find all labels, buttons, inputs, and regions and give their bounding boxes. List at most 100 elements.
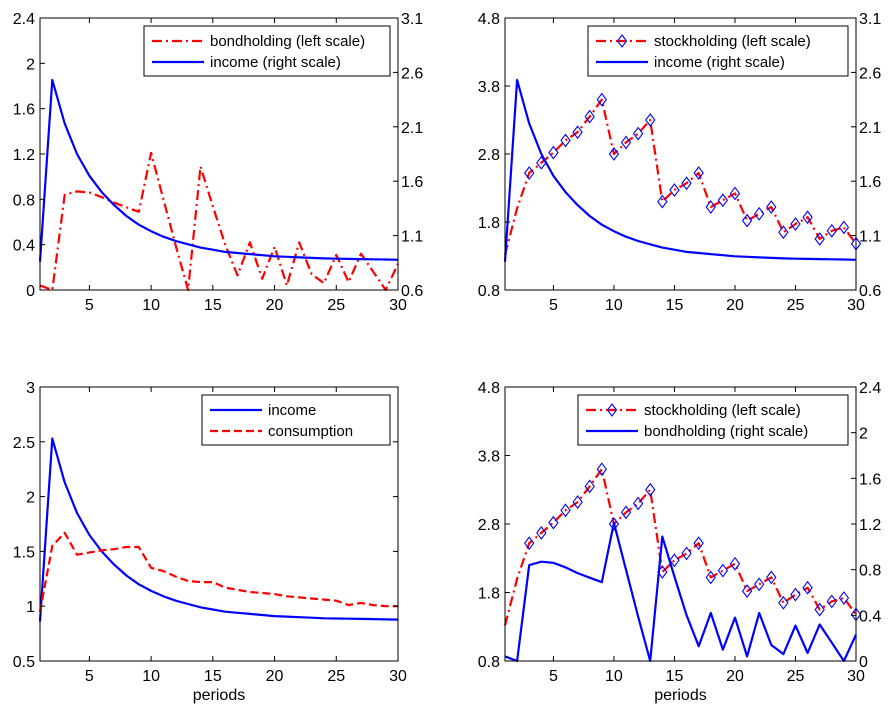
y-left-tick-label: 0.5 <box>13 654 35 671</box>
x-tick-label: 5 <box>549 297 558 314</box>
legend-label: income <box>268 402 316 419</box>
y-left-tick-label: 1.8 <box>478 586 500 603</box>
data-marker <box>536 525 547 540</box>
y-right-tick-label: 0 <box>859 654 868 671</box>
data-marker <box>741 584 753 599</box>
y-left-tick-label: 0 <box>26 283 35 300</box>
y-right-tick-label: 2 <box>859 426 868 443</box>
legend-label: bondholding (right scale) <box>644 423 808 440</box>
data-marker <box>681 546 692 561</box>
y-right-tick-label: 1.2 <box>859 517 881 534</box>
y-left-tick-label: 3.8 <box>478 449 500 466</box>
series-line-1 <box>503 468 857 626</box>
series-line-1 <box>38 437 399 622</box>
x-tick-label: 25 <box>787 297 805 314</box>
data-marker <box>766 200 777 214</box>
data-marker <box>584 479 595 494</box>
data-marker <box>632 496 644 511</box>
data-marker <box>693 166 704 180</box>
data-marker <box>681 176 692 191</box>
y-right-tick-label: 2.1 <box>401 120 423 137</box>
x-tick-label: 25 <box>327 668 345 685</box>
y-right-tick-label: 1.1 <box>401 229 423 246</box>
y-right-tick-label: 1.6 <box>859 471 881 488</box>
x-tick-label: 10 <box>142 668 160 685</box>
legend-label: bondholding (left scale) <box>210 33 365 50</box>
data-marker <box>790 587 801 602</box>
data-marker <box>669 553 680 568</box>
x-tick-label: 10 <box>605 297 623 314</box>
y-left-tick-label: 2.4 <box>13 11 35 28</box>
data-marker <box>657 194 668 209</box>
legend-box <box>577 394 849 446</box>
data-marker <box>560 133 571 148</box>
series-line-1 <box>503 98 857 255</box>
y-left-tick-label: 2 <box>26 490 35 507</box>
data-marker <box>814 232 825 246</box>
data-marker <box>741 213 753 228</box>
x-tick-label: 30 <box>847 668 865 685</box>
data-marker <box>717 193 729 208</box>
data-marker <box>608 517 620 531</box>
data-marker <box>778 595 789 610</box>
y-left-tick-label: 2.8 <box>478 147 500 164</box>
y-left-tick-label: 1 <box>26 599 35 616</box>
y-left-tick-label: 2.5 <box>13 435 35 452</box>
x-tick-label: 20 <box>726 668 744 685</box>
y-right-tick-label: 2.6 <box>859 65 881 82</box>
data-marker <box>620 135 632 150</box>
data-marker <box>572 125 583 140</box>
x-tick-label: 20 <box>726 297 744 314</box>
data-marker <box>729 556 741 571</box>
chart-panel-4: 5 10 15 20 25 30 0.8 1.8 2.8 3.8 4.8 0 0.4 0.8 1.2 1.6 2… <box>478 380 882 704</box>
data-marker <box>705 570 716 585</box>
data-marker <box>814 602 825 617</box>
y-left-tick-label: 1.8 <box>478 215 500 232</box>
x-tick-label: 15 <box>666 668 684 685</box>
x-tick-label: 10 <box>142 297 160 314</box>
data-marker <box>572 495 583 509</box>
y-left-tick-label: 3 <box>26 380 35 397</box>
x-tick-label: 30 <box>389 668 407 685</box>
data-marker <box>802 210 813 225</box>
y-right-tick-label: 0.6 <box>401 283 423 300</box>
y-right-tick-label: 1.6 <box>859 174 881 191</box>
series-line-1 <box>39 151 399 292</box>
y-right-tick-label: 0.8 <box>859 563 881 580</box>
y-left-tick-label: 2.8 <box>478 517 500 534</box>
x-tick-label: 25 <box>327 297 345 314</box>
legend-marker <box>616 34 628 48</box>
y-right-tick-label: 2.4 <box>859 380 881 397</box>
chart-panel-2: 5 10 15 20 25 30 0.8 1.8 2.8 3.8 4.8 0.6 1.1 1.6 2.1 2.… <box>478 11 882 314</box>
y-left-tick-label: 0.8 <box>13 192 35 209</box>
legend: stockholding (left scale) income (right s… <box>587 25 849 77</box>
legend-label: income (right scale) <box>210 54 341 71</box>
plot-frame <box>39 386 399 662</box>
series-line-2 <box>504 521 857 663</box>
data-marker <box>729 186 741 201</box>
legend: bondholding (left scale) income (right sc… <box>143 25 391 77</box>
data-marker <box>584 109 595 124</box>
y-left-tick-label: 1.2 <box>13 147 35 164</box>
data-marker <box>766 570 777 585</box>
data-marker <box>645 482 656 497</box>
y-right-tick-label: 0.4 <box>859 608 881 625</box>
x-tick-label: 5 <box>85 297 94 314</box>
series-line-2 <box>38 78 399 262</box>
y-left-tick-label: 0.4 <box>13 238 35 255</box>
data-marker <box>838 220 850 235</box>
y-left-tick-label: 2 <box>26 56 35 73</box>
x-tick-label: 15 <box>666 297 684 314</box>
data-marker <box>753 577 765 592</box>
x-axis-label: periods <box>654 687 706 704</box>
x-tick-label: 5 <box>549 668 558 685</box>
legend-label: stockholding (left scale) <box>644 402 801 419</box>
data-marker <box>524 166 535 180</box>
legend-box <box>587 25 849 77</box>
series-line-2 <box>503 78 857 262</box>
data-marker <box>753 206 765 221</box>
data-marker <box>802 580 813 595</box>
y-left-tick-label: 1.5 <box>13 544 35 561</box>
data-marker <box>645 113 656 127</box>
